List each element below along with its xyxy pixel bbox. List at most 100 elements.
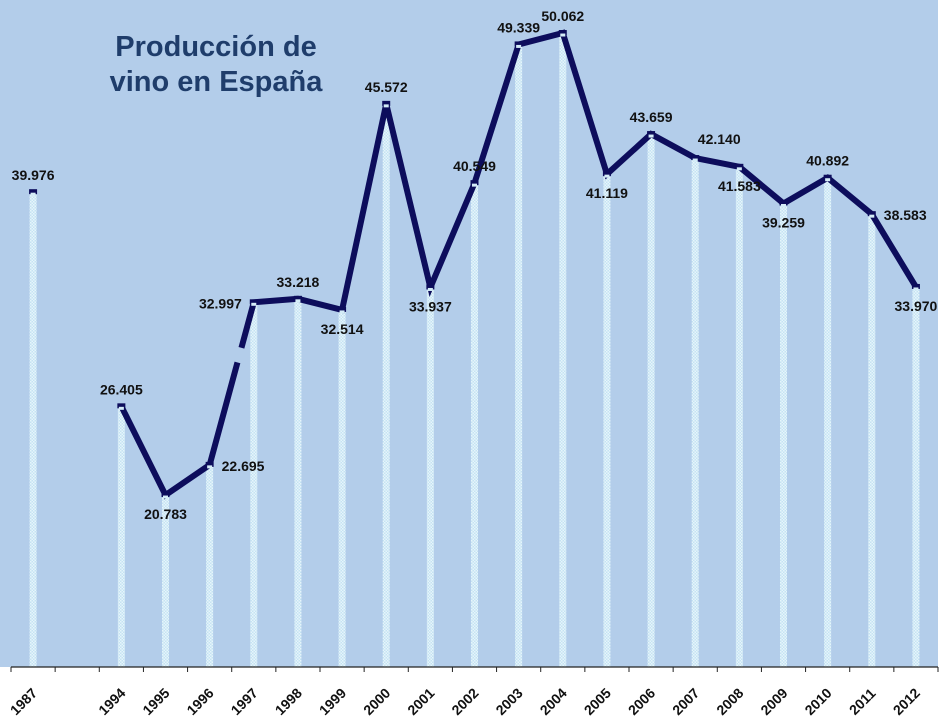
data-label-2010: 40.892 (806, 153, 849, 169)
marker-inner (648, 134, 654, 138)
x-tick-label: 2006 (625, 685, 658, 718)
drop-line-1999 (338, 309, 346, 667)
x-tick-label: 2003 (492, 685, 525, 718)
x-tick-label: 1987 (7, 685, 40, 718)
marker-2011 (867, 211, 876, 217)
marker-2003 (514, 41, 523, 47)
data-label-1999: 32.514 (321, 321, 364, 337)
drop-line-2010 (824, 177, 832, 667)
x-tick-label: 2011 (846, 685, 879, 718)
marker-2000 (382, 100, 391, 106)
data-label-1996: 22.695 (222, 458, 265, 474)
marker-inner (339, 310, 345, 314)
chart-title: Producción de vino en España (96, 30, 336, 100)
drop-line-1995 (162, 495, 169, 667)
plot-area (0, 0, 938, 667)
x-tick-label: 2004 (537, 685, 570, 718)
marker-inner (295, 299, 301, 303)
x-tick-label: 2002 (448, 685, 481, 718)
data-label-2011: 38.583 (884, 207, 927, 223)
marker-1998 (293, 295, 302, 301)
data-labels: 39.976 26.405 20.783 22.695 32.997 33.218 32.5… (12, 8, 938, 522)
marker-inner (692, 158, 698, 162)
drop-line-2001 (426, 287, 434, 667)
x-tick-label: 2001 (404, 685, 437, 718)
marker-inner (913, 287, 919, 291)
data-label-1998: 33.218 (277, 274, 320, 290)
data-label-1997: 32.997 (199, 295, 242, 311)
marker-1995 (161, 492, 170, 498)
marker-inner (118, 406, 124, 410)
data-label-2004: 50.062 (541, 8, 584, 24)
x-tick-label: 1997 (228, 685, 261, 718)
marker-1987 (29, 189, 38, 195)
marker-2010 (823, 174, 832, 180)
data-label-1994: 26.405 (100, 381, 143, 397)
drop-line-2008 (735, 166, 743, 668)
marker-2001 (426, 284, 435, 290)
data-label-2005: 41.119 (586, 185, 628, 201)
marker-2004 (558, 30, 567, 36)
marker-inner (869, 214, 875, 218)
x-tick-label: 2007 (669, 685, 702, 718)
x-tick-label: 1999 (316, 685, 349, 718)
data-label-2000: 45.572 (365, 79, 408, 95)
drop-line-2000 (382, 103, 390, 667)
marker-2009 (779, 200, 788, 206)
drop-line-1998 (294, 298, 302, 667)
data-label-2006: 43.659 (630, 109, 673, 125)
marker-inner (30, 192, 36, 196)
marker-1996 (205, 461, 214, 467)
marker-inner (781, 203, 786, 207)
marker-inner (383, 104, 389, 108)
x-tick-label: 2008 (713, 685, 746, 718)
data-label-2001: 33.937 (409, 298, 452, 314)
marker-2008 (735, 163, 744, 169)
chart-title-line-1: Producción de (115, 31, 317, 63)
marker-inner (427, 287, 433, 291)
x-tick-label: 2009 (757, 685, 790, 718)
drop-line-2004 (559, 33, 567, 667)
marker-inner (163, 495, 168, 499)
drop-line-2011 (868, 214, 876, 667)
drop-line-1994 (117, 406, 125, 667)
drop-line-2003 (515, 44, 523, 667)
drop-line-1997 (250, 302, 258, 667)
marker-inner (736, 167, 742, 171)
marker-2012 (911, 283, 920, 289)
marker-2002 (470, 180, 479, 186)
data-label-2009: 39.259 (762, 214, 805, 230)
x-tick-label: 1996 (183, 685, 216, 718)
marker-1997 (249, 299, 258, 305)
line-break (233, 346, 246, 364)
x-tick-label: 1998 (272, 685, 305, 718)
marker-inner (472, 183, 477, 187)
data-label-2008: 41.583 (718, 178, 761, 194)
marker-inner (825, 178, 831, 182)
data-label-2003: 49.339 (497, 19, 540, 35)
drop-line-2009 (780, 203, 787, 667)
chart-title-line-2: vino en España (109, 66, 323, 98)
drop-line-2005 (603, 174, 611, 667)
data-label-2012: 33.970 (895, 298, 938, 314)
data-label-1987: 39.976 (12, 167, 55, 183)
data-label-1995: 20.783 (144, 506, 187, 522)
x-tick-label: 1995 (139, 685, 172, 718)
marker-2005 (602, 171, 611, 177)
markers (29, 30, 920, 499)
x-tick-label: 2012 (890, 685, 923, 718)
x-axis-ticks (10, 667, 939, 672)
x-tick-label: 2010 (801, 685, 834, 718)
x-axis-tick-labels: 1987 1994 1995 1996 1997 1998 1999 2000 2001 2002… (7, 685, 923, 718)
marker-1999 (338, 306, 347, 312)
marker-1994 (117, 403, 126, 409)
marker-2007 (691, 155, 700, 161)
marker-inner (560, 33, 566, 37)
marker-inner (604, 174, 610, 178)
drop-line-2007 (691, 158, 699, 667)
marker-inner (251, 302, 257, 306)
marker-inner (207, 465, 213, 469)
drop-lines (29, 33, 920, 668)
drop-line-1996 (206, 464, 214, 667)
